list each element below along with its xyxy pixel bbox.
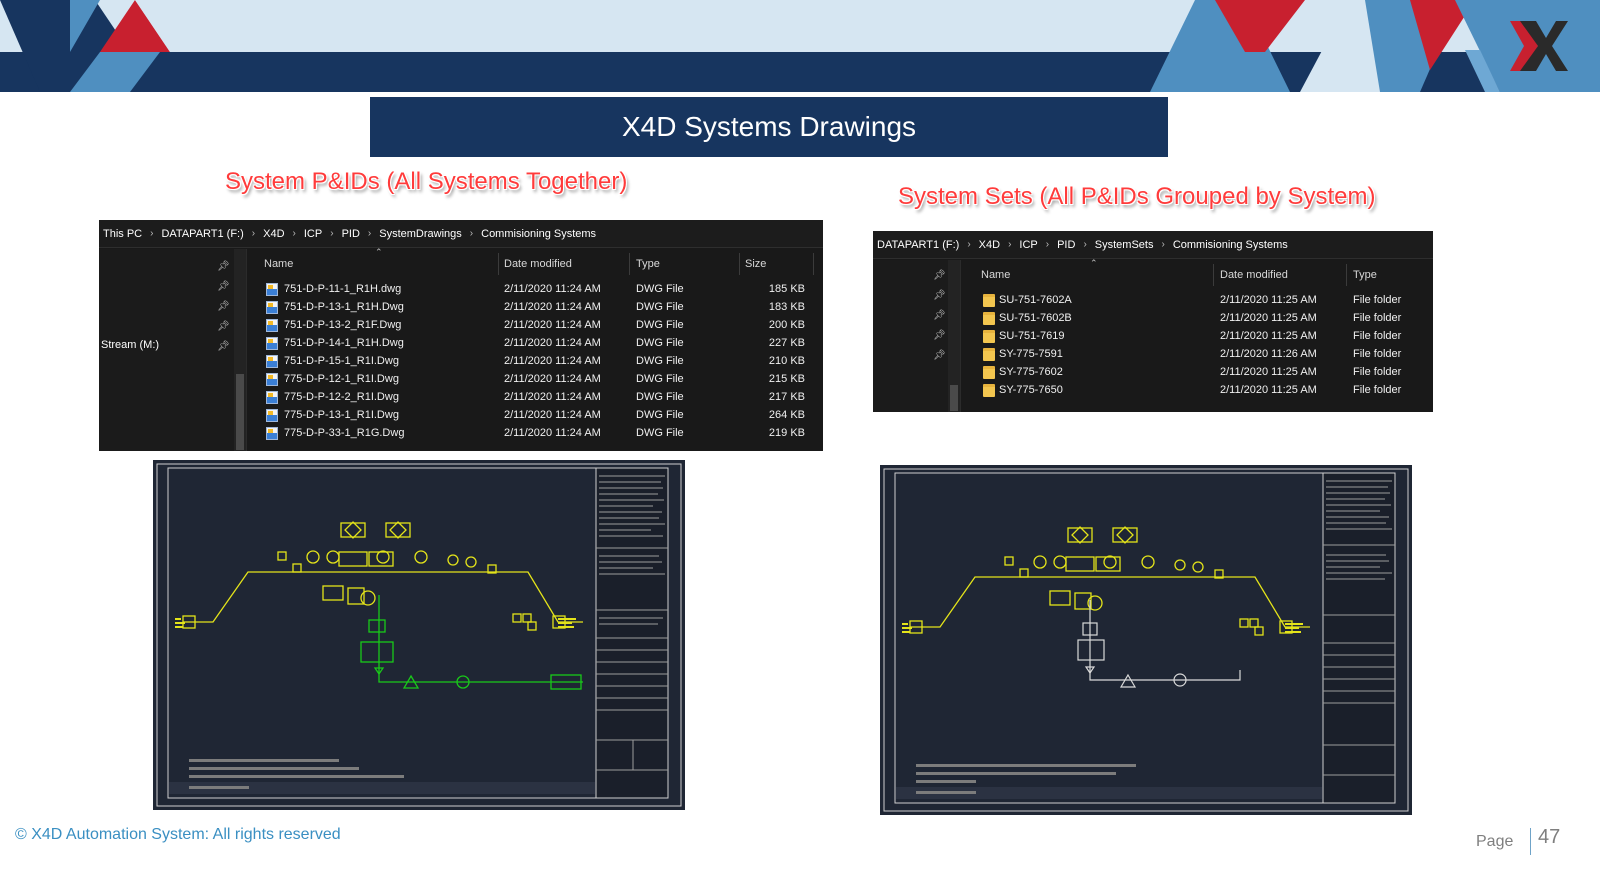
column-header-type[interactable]: Type <box>1353 269 1377 281</box>
chevron-right-icon: › <box>330 228 334 239</box>
file-row[interactable]: 775-D-P-12-2_R1I.Dwg 2/11/2020 11:24 AM DW… <box>99 388 823 406</box>
breadcrumb-item[interactable]: Commisioning Systems <box>481 227 597 240</box>
file-row[interactable]: 751-D-P-13-1_R1H.Dwg 2/11/2020 11:24 AM DW… <box>99 298 823 316</box>
cad-drawing-system-set[interactable] <box>880 465 1412 815</box>
dwg-file-icon <box>266 319 278 332</box>
folder-icon <box>983 312 995 325</box>
file-row[interactable]: 751-D-P-14-1_R1H.Dwg 2/11/2020 11:24 AM DW… <box>99 334 823 352</box>
dwg-file-icon <box>266 283 278 296</box>
chevron-right-icon: › <box>1161 239 1165 250</box>
pin-icon: 📌︎ <box>933 290 946 301</box>
breadcrumb-item[interactable]: This PC <box>103 227 143 240</box>
dwg-file-icon <box>266 373 278 386</box>
header-graphic <box>0 0 1600 92</box>
chevron-right-icon: › <box>1008 239 1012 250</box>
folder-icon <box>983 294 995 307</box>
chevron-right-icon: › <box>150 228 154 239</box>
pin-icon: 📌︎ <box>933 270 946 281</box>
x4d-logo-icon <box>1510 21 1568 71</box>
page-number: 47 <box>1538 826 1561 848</box>
pin-icon: 📌︎ <box>933 330 946 341</box>
breadcrumb-item[interactable]: SystemSets <box>1094 238 1154 251</box>
file-row[interactable]: 775-D-P-12-1_R1I.Dwg 2/11/2020 11:24 AM DW… <box>99 370 823 388</box>
slide-title: X4D Systems Drawings <box>370 97 1168 157</box>
file-row[interactable]: 751-D-P-11-1_R1H.dwg 2/11/2020 11:24 AM DW… <box>99 280 823 298</box>
dwg-file-icon <box>266 391 278 404</box>
breadcrumb-item[interactable]: DATAPART1 (F:) <box>877 238 960 251</box>
page-divider <box>1530 828 1531 855</box>
dwg-file-icon <box>266 301 278 314</box>
sort-ascending-icon: ⌃ <box>1090 258 1098 268</box>
chevron-right-icon: › <box>367 228 372 239</box>
file-explorer-system-drawings: This PC › DATAPART1 (F:) › X4D › ICP › PID › … <box>99 220 823 451</box>
folder-row[interactable]: SY-775-7591 2/11/2020 11:26 AM File folder <box>873 345 1433 363</box>
header-banner <box>0 0 1600 92</box>
column-header-date[interactable]: Date modified <box>504 258 572 270</box>
breadcrumb-item[interactable]: X4D <box>263 227 285 240</box>
dwg-file-icon <box>266 355 278 368</box>
pin-icon: 📌︎ <box>217 341 230 352</box>
chevron-right-icon: › <box>967 239 971 250</box>
cad-drawing-system-pid[interactable] <box>153 460 685 810</box>
folder-row[interactable]: SU-751-7602A 2/11/2020 11:25 AM File folde… <box>873 291 1433 309</box>
chevron-right-icon: › <box>1045 239 1050 250</box>
page-label: Page <box>1476 833 1514 850</box>
breadcrumb-item[interactable]: Commisioning Systems <box>1172 238 1288 251</box>
pin-icon: 📌︎ <box>217 261 230 272</box>
chevron-right-icon: › <box>469 228 474 239</box>
dwg-file-icon <box>266 427 278 440</box>
pin-icon: 📌︎ <box>217 281 230 292</box>
folder-row[interactable]: SY-775-7602 2/11/2020 11:25 AM File folder <box>873 363 1433 381</box>
column-header-date[interactable]: Date modified <box>1220 269 1288 281</box>
dwg-file-icon <box>266 337 278 350</box>
pin-icon: 📌︎ <box>217 301 230 312</box>
file-row[interactable]: 775-D-P-33-1_R1G.Dwg 2/11/2020 11:24 AM DW… <box>99 424 823 442</box>
breadcrumb-item[interactable]: PID <box>341 227 360 240</box>
column-header-type[interactable]: Type <box>636 258 660 270</box>
chevron-right-icon: › <box>1083 239 1087 250</box>
breadcrumb-item[interactable]: X4D <box>978 238 1001 251</box>
copyright-notice: © X4D Automation System: All rights rese… <box>15 826 341 843</box>
caption-system-pids: System P&IDs (All Systems Together) <box>225 168 628 195</box>
file-row[interactable]: 751-D-P-13-2_R1F.Dwg 2/11/2020 11:24 AM DW… <box>99 316 823 334</box>
breadcrumb-item[interactable]: ICP <box>1019 238 1038 251</box>
folder-row[interactable]: SU-751-7619 2/11/2020 11:25 AM File folder <box>873 327 1433 345</box>
folder-icon <box>983 366 995 379</box>
pin-icon: 📌︎ <box>933 350 946 361</box>
file-row[interactable]: 751-D-P-15-1_R1I.Dwg 2/11/2020 11:24 AM DW… <box>99 352 823 370</box>
breadcrumb-item[interactable]: SystemDrawings <box>379 227 462 240</box>
navigation-pane[interactable]: 📌︎ ⌃ 📌︎ 📌︎ 📌︎ 📌︎ Stream (M:) <box>99 249 247 451</box>
folder-icon <box>983 330 995 343</box>
column-header-size[interactable]: Size <box>745 258 767 270</box>
file-explorer-system-sets: DATAPART1 (F:) › X4D › ICP › PID › SystemSet… <box>873 231 1433 412</box>
nav-scrollbar[interactable] <box>234 249 246 451</box>
folder-icon <box>983 348 995 361</box>
chevron-right-icon: › <box>251 228 256 239</box>
nav-scrollbar[interactable] <box>948 260 960 412</box>
file-row[interactable]: 775-D-P-13-1_R1I.Dwg 2/11/2020 11:24 AM DW… <box>99 406 823 424</box>
dwg-file-icon <box>266 409 278 422</box>
column-header-name[interactable]: Name <box>981 269 1011 281</box>
nav-item-stream[interactable]: Stream (M:) <box>101 339 160 351</box>
navigation-pane[interactable]: 📌︎ ⌃ 📌︎ 📌︎ 📌︎ 📌︎ <box>873 260 961 412</box>
folder-icon <box>983 384 995 397</box>
sort-ascending-icon: ⌃ <box>375 247 383 257</box>
folder-row[interactable]: SU-751-7602B 2/11/2020 11:25 AM File folde… <box>873 309 1433 327</box>
breadcrumb: DATAPART1 (F:) › X4D › ICP › PID › SystemSet… <box>873 231 1433 259</box>
cad-canvas <box>153 460 685 810</box>
breadcrumb-item[interactable]: ICP <box>303 227 323 240</box>
breadcrumb-item[interactable]: DATAPART1 (F:) <box>161 227 244 240</box>
column-header-name[interactable]: Name <box>264 258 294 270</box>
caption-system-sets: System Sets (All P&IDs Grouped by System… <box>898 183 1376 210</box>
folder-row[interactable]: SY-775-7650 2/11/2020 11:25 AM File folder <box>873 381 1433 399</box>
chevron-right-icon: › <box>292 228 296 239</box>
breadcrumb-item[interactable]: PID <box>1057 238 1076 251</box>
cad-canvas <box>880 465 1412 815</box>
breadcrumb: This PC › DATAPART1 (F:) › X4D › ICP › PID › … <box>99 220 823 248</box>
pin-icon: 📌︎ <box>933 310 946 321</box>
pin-icon: 📌︎ <box>217 321 230 332</box>
